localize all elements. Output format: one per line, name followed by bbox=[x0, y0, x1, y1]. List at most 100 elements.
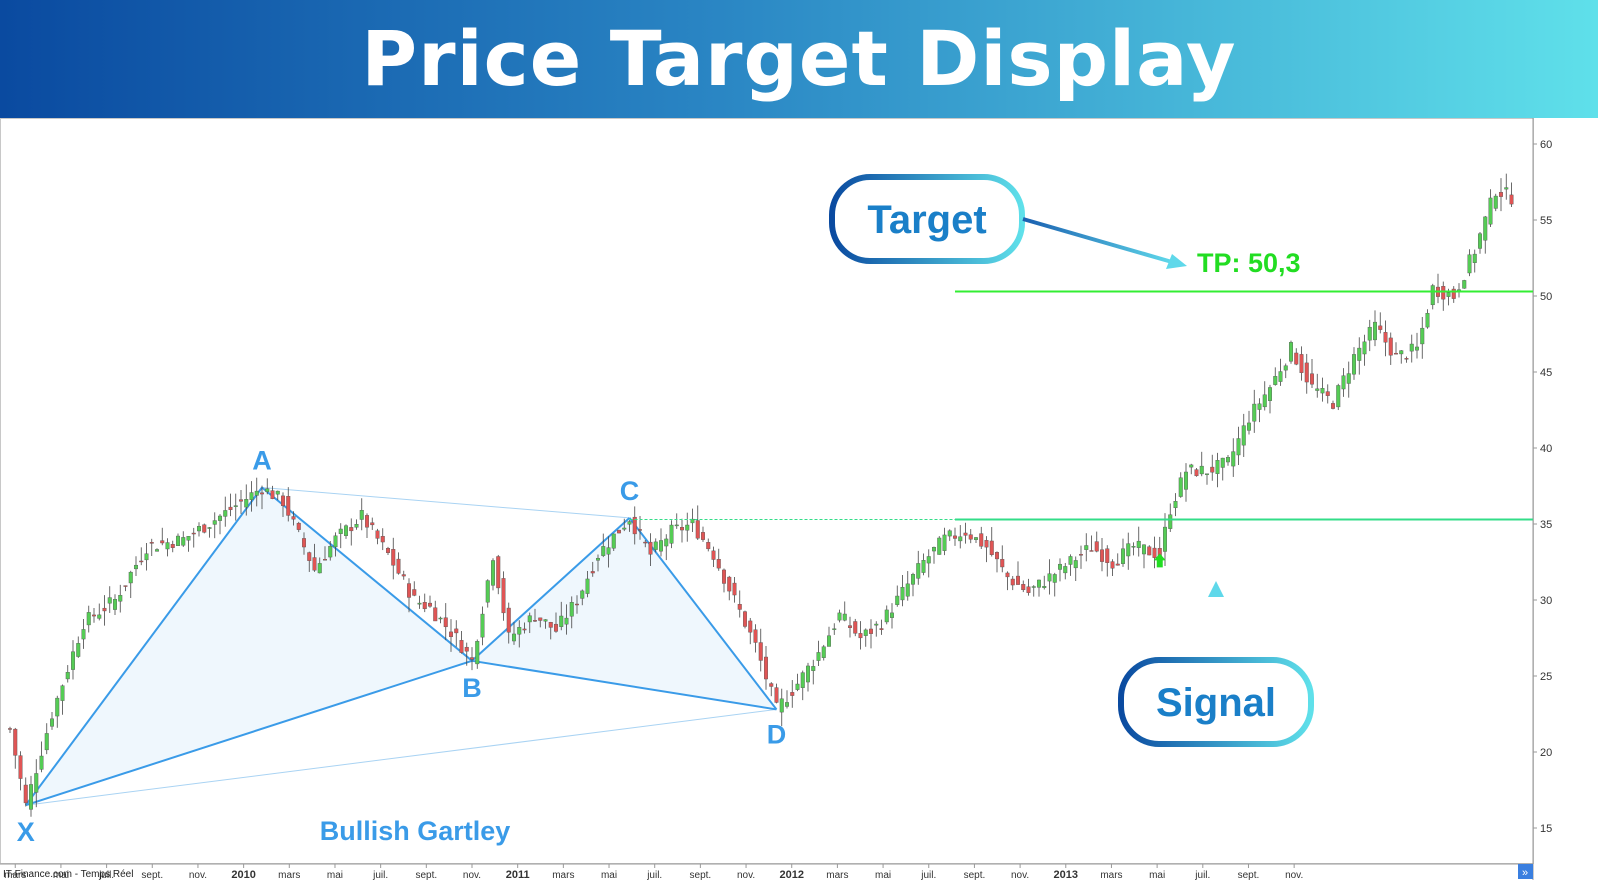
y-tick-label: 60 bbox=[1540, 139, 1552, 151]
candle-body bbox=[1005, 572, 1010, 578]
candle-body bbox=[438, 617, 443, 620]
candle-body bbox=[491, 560, 496, 586]
candle-body bbox=[727, 576, 732, 592]
candle-body bbox=[1493, 195, 1498, 209]
x-tick-label: sept. bbox=[141, 870, 163, 881]
pattern-label-b: B bbox=[462, 673, 482, 703]
candle-body bbox=[228, 506, 233, 510]
candle-body bbox=[716, 559, 721, 569]
candle-body bbox=[217, 515, 222, 521]
candle-body bbox=[1136, 540, 1141, 548]
y-tick-label: 45 bbox=[1540, 367, 1552, 379]
x-axis: mars mai juil. sept. nov. 2010 mars mai juil. sep… bbox=[4, 864, 1303, 881]
signal-arrow-head bbox=[1208, 581, 1224, 597]
candle-body bbox=[380, 536, 385, 543]
candle-body bbox=[874, 623, 879, 626]
candle-body bbox=[112, 599, 117, 610]
candle-body bbox=[1084, 545, 1089, 550]
pattern-guide-ac bbox=[261, 487, 630, 519]
pattern-leg-xb bbox=[25, 659, 473, 807]
candle-body bbox=[764, 656, 769, 680]
candle-body bbox=[55, 697, 60, 717]
candlesticks bbox=[7, 173, 1514, 817]
candle-body bbox=[244, 499, 249, 508]
candle-body bbox=[695, 520, 700, 539]
candle-body bbox=[464, 646, 469, 652]
candle-body bbox=[396, 558, 401, 574]
candle-body bbox=[175, 535, 180, 546]
candle-body bbox=[1063, 566, 1068, 574]
y-tick-label: 20 bbox=[1540, 747, 1552, 759]
candle-body bbox=[1094, 541, 1099, 552]
candle-body bbox=[842, 613, 847, 621]
candle-body bbox=[1016, 575, 1021, 585]
candle-body bbox=[585, 578, 590, 594]
candle-body bbox=[1273, 376, 1278, 385]
pattern-name-label: Bullish Gartley bbox=[320, 816, 511, 846]
candle-body bbox=[884, 609, 889, 623]
candle-body bbox=[611, 533, 616, 549]
target-arrow-head bbox=[1166, 254, 1187, 269]
candle-body bbox=[1052, 574, 1057, 583]
x-tick-label: mai bbox=[53, 870, 69, 881]
candle-body bbox=[680, 527, 685, 531]
candle-body bbox=[70, 651, 75, 670]
x-tick-label: nov. bbox=[463, 870, 481, 881]
candle-body bbox=[1351, 354, 1356, 375]
scroll-right-button[interactable] bbox=[1518, 864, 1533, 879]
candle-body bbox=[937, 537, 942, 555]
pattern-fill-bcd bbox=[472, 517, 777, 710]
candle-body bbox=[1399, 350, 1404, 355]
x-tick-label: juil. bbox=[98, 870, 114, 881]
candle-body bbox=[905, 583, 910, 597]
candle-body bbox=[669, 524, 674, 544]
x-tick-label: nov. bbox=[737, 870, 755, 881]
pattern-leg-ab bbox=[261, 486, 473, 662]
candle-body bbox=[1483, 216, 1488, 241]
candle-body bbox=[1404, 358, 1409, 360]
chart-area: 15 20 25 30 35 40 45 50 55 60 mars mai juil. sept. no… bbox=[0, 118, 1598, 896]
candle-body bbox=[1126, 543, 1131, 557]
pattern-label-d: D bbox=[767, 719, 787, 749]
candle-body bbox=[1467, 254, 1472, 274]
candle-body bbox=[254, 490, 259, 496]
candle-body bbox=[401, 574, 406, 577]
x-tick-label: mars bbox=[552, 870, 574, 881]
candle-body bbox=[1168, 514, 1173, 529]
gartley-pattern bbox=[24, 486, 778, 807]
x-tick-label: juil. bbox=[646, 870, 662, 881]
candle-body bbox=[1042, 586, 1047, 588]
candle-body bbox=[1078, 554, 1083, 556]
y-tick-label: 15 bbox=[1540, 823, 1552, 835]
candle-body bbox=[1278, 371, 1283, 382]
candle-body bbox=[238, 499, 243, 502]
candle-body bbox=[1283, 365, 1288, 371]
candle-body bbox=[1246, 422, 1251, 431]
pattern-leg-bd bbox=[471, 659, 777, 711]
candle-body bbox=[1346, 373, 1351, 384]
candle-body bbox=[653, 541, 658, 550]
candle-body bbox=[527, 615, 532, 623]
candle-body bbox=[590, 571, 595, 574]
candle-body bbox=[1451, 288, 1456, 299]
candle-body bbox=[13, 728, 18, 756]
candle-body bbox=[1304, 362, 1309, 383]
candle-body bbox=[50, 718, 55, 727]
candle-body bbox=[732, 582, 737, 596]
candle-body bbox=[91, 614, 96, 617]
candle-body bbox=[23, 784, 28, 804]
candle-body bbox=[989, 540, 994, 555]
x-tick-label: mars bbox=[278, 870, 300, 881]
candle-body bbox=[391, 549, 396, 566]
candle-body bbox=[895, 595, 900, 605]
candle-body bbox=[858, 633, 863, 639]
x-tick-label: mai bbox=[875, 870, 891, 881]
y-tick-label: 25 bbox=[1540, 671, 1552, 683]
x-tick-label: juil. bbox=[1194, 870, 1210, 881]
candle-body bbox=[1388, 337, 1393, 356]
candle-body bbox=[722, 569, 727, 584]
candle-body bbox=[286, 496, 291, 516]
candle-body bbox=[1330, 403, 1335, 409]
candle-body bbox=[622, 527, 627, 530]
candle-body bbox=[1199, 465, 1204, 475]
